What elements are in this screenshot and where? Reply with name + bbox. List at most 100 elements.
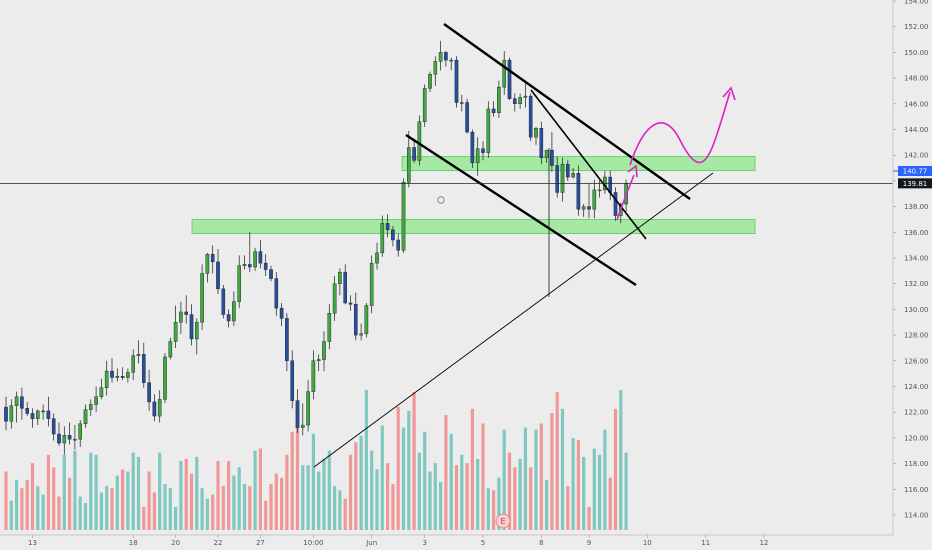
candle-body [9, 405, 14, 422]
volume-bar [364, 390, 368, 530]
candle-body [566, 163, 570, 178]
candle-body [210, 253, 215, 263]
candle-body [396, 239, 401, 251]
candle-body [539, 128, 544, 158]
candle-body [46, 410, 51, 419]
y-tick-label: 118.00 [904, 460, 929, 468]
candle-body [587, 206, 591, 210]
volume-bar [105, 486, 109, 530]
x-tick-label: 12 [759, 539, 768, 547]
candle-body [290, 360, 295, 401]
volume-bar [126, 471, 130, 530]
candle-body [481, 148, 485, 153]
candle-body [295, 400, 300, 428]
channel-upper-line [443, 23, 691, 200]
y-tick-label: 150.00 [904, 49, 929, 57]
volume-bar [327, 450, 331, 530]
candle-body [258, 251, 263, 264]
volume-bar [163, 484, 167, 530]
candle-body [375, 252, 379, 264]
volume-bar [168, 488, 172, 530]
volume-bar [89, 452, 93, 530]
candle-body [497, 86, 501, 113]
candle-body [221, 288, 226, 315]
x-tick-label: 9 [587, 539, 591, 547]
candle-body [571, 172, 575, 178]
volume-bar [423, 431, 427, 530]
volume-bar [444, 415, 448, 530]
candle-body [57, 433, 61, 444]
volume-bar [152, 492, 156, 530]
y-tick-label: 130.00 [904, 306, 929, 314]
volume-bar [386, 463, 390, 530]
candle-body [253, 251, 257, 268]
channel-lower-line [405, 133, 637, 287]
volume-bar [592, 448, 596, 530]
volume-bar [195, 456, 199, 530]
volume-bar [513, 467, 517, 530]
upper-price-tag: 140.77 [898, 166, 932, 177]
y-tick-label: 142.00 [904, 152, 929, 160]
candle-body [279, 307, 284, 319]
volume-bar [439, 481, 443, 530]
candle-body [338, 271, 342, 284]
volume-bar [428, 471, 432, 530]
candle-body [194, 322, 199, 340]
candle-body [263, 262, 268, 270]
candle-body [4, 406, 8, 422]
candle-body [534, 128, 538, 138]
y-tick-label: 124.00 [904, 383, 929, 391]
volume-bar [407, 410, 411, 530]
volume-bar [280, 477, 284, 530]
lower-support-zone [191, 219, 756, 234]
candle-body [184, 311, 189, 315]
volume-bar [322, 458, 326, 530]
arrow-head-icon [627, 164, 638, 178]
volume-bar [566, 486, 570, 530]
volume-bar [608, 477, 612, 530]
volume-bar [481, 423, 485, 530]
candle-body [449, 59, 454, 62]
volume-bar [36, 486, 40, 530]
candle-body [62, 435, 67, 444]
volume-bar [391, 484, 395, 530]
candle-body [385, 223, 390, 230]
volume-bar [57, 496, 61, 530]
candle-body [560, 163, 565, 193]
candle-body [332, 283, 337, 314]
volume-bar [290, 431, 294, 530]
volume-bar [624, 452, 628, 530]
volume-bar [375, 469, 379, 530]
y-tick-label: 122.00 [904, 409, 929, 417]
candle-body [179, 311, 183, 323]
volume-bar [470, 408, 474, 530]
candles-layer [4, 40, 628, 455]
candle-body [237, 265, 242, 302]
y-tick-label: 116.00 [904, 486, 929, 494]
arrow-head-icon [722, 86, 736, 101]
volume-bar [78, 496, 82, 530]
volume-bar [131, 452, 135, 530]
time-axis: 13 18 20 22 27 10:00 Jun 3 5 8 9 10 11 12 [0, 534, 893, 547]
y-tick-label: 148.00 [904, 75, 929, 83]
candle-body [78, 423, 82, 440]
volume-bar [529, 467, 533, 530]
volume-bar [348, 454, 353, 530]
candle-body [513, 98, 517, 105]
price-axis: 114.00 116.00 118.00 120.00 122.00 124.00 126.… [892, 0, 929, 535]
candle-body [613, 192, 618, 216]
volume-bar [502, 429, 506, 530]
volume-bar [221, 486, 225, 530]
candle-body [25, 408, 30, 414]
x-tick-label: 5 [481, 539, 485, 547]
volume-bar [83, 502, 88, 530]
candle-body [232, 301, 236, 322]
volume-bar [94, 454, 98, 530]
volume-bar [492, 490, 496, 530]
volume-bar [433, 463, 437, 530]
candle-body [523, 95, 528, 98]
candle-body [226, 314, 231, 322]
candle-body [544, 149, 549, 158]
